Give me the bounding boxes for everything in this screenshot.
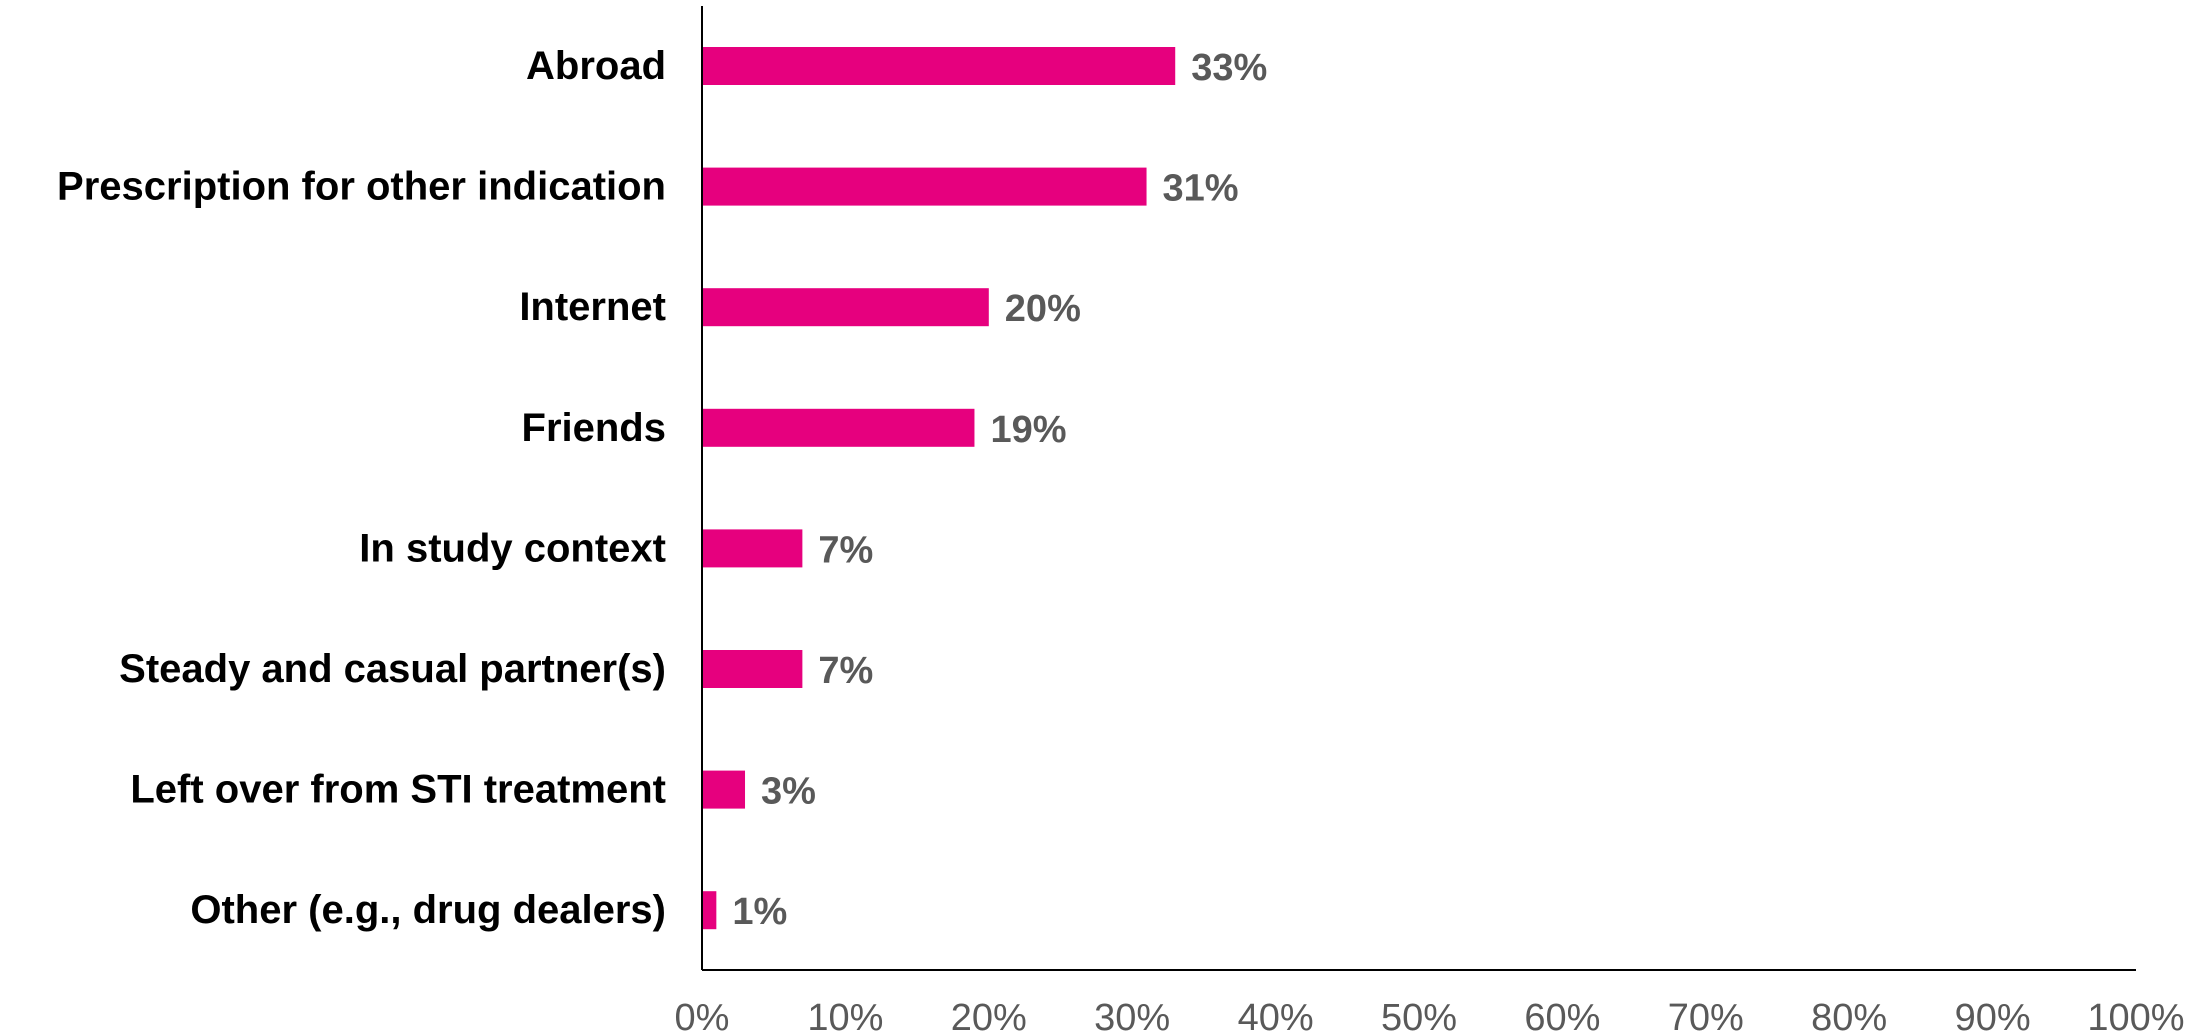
x-tick-label: 90%	[1955, 997, 2031, 1036]
x-tick-label: 30%	[1094, 997, 1170, 1036]
x-tick-label: 60%	[1524, 997, 1600, 1036]
category-labels-group: Abroad Prescription for other indication I…	[57, 44, 666, 932]
bar-in-study-context	[702, 529, 803, 568]
bar-steady-and-casual-partner-s	[702, 650, 803, 688]
x-tick-labels-group: 0% 10% 20% 30% 40% 50% 60% 70% 80% 90% 100%	[675, 997, 2185, 1036]
bar-other-e-g-drug-dealers	[702, 891, 717, 930]
category-label: Internet	[519, 285, 666, 329]
data-label: 7%	[818, 529, 873, 571]
data-label: 7%	[818, 650, 873, 692]
category-label: In study context	[359, 526, 666, 570]
value-labels-group: 33% 31% 20% 19% 7% 7% 3% 1%	[732, 47, 1267, 933]
category-label: Left over from STI treatment	[130, 768, 666, 812]
data-label: 19%	[990, 409, 1066, 451]
x-tick-label: 40%	[1238, 997, 1314, 1036]
x-tick-label: 80%	[1811, 997, 1887, 1036]
category-label: Prescription for other indication	[57, 165, 666, 209]
x-tick-label: 10%	[807, 997, 883, 1036]
x-tick-label: 50%	[1381, 997, 1457, 1036]
data-label: 3%	[761, 771, 816, 813]
x-tick-label: 70%	[1668, 997, 1744, 1036]
category-label: Steady and casual partner(s)	[119, 647, 666, 691]
bar-prescription-for-other-indication	[702, 167, 1147, 206]
bar-friends	[702, 408, 975, 447]
bar-abroad	[702, 47, 1176, 85]
category-label: Abroad	[526, 44, 666, 88]
bar-left-over-from-sti-treatment	[702, 770, 746, 809]
x-tick-label: 20%	[951, 997, 1027, 1036]
bar-internet	[702, 288, 989, 327]
category-label: Other (e.g., drug dealers)	[190, 888, 666, 932]
data-label: 1%	[732, 891, 787, 933]
data-label: 31%	[1163, 168, 1239, 210]
x-tick-label: 100%	[2087, 997, 2184, 1036]
data-label: 33%	[1191, 47, 1267, 89]
x-tick-label: 0%	[675, 997, 730, 1036]
data-label: 20%	[1005, 288, 1081, 330]
bars-group	[702, 47, 1176, 930]
axes-group	[701, 6, 2136, 971]
category-label: Friends	[522, 406, 666, 450]
